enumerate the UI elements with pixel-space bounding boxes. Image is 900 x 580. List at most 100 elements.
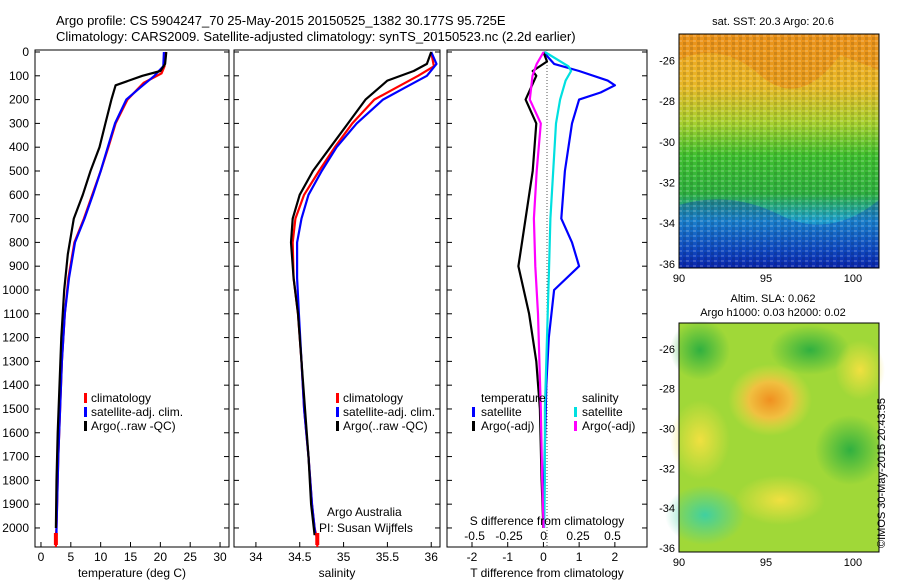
sla-map-title-2: Argo h1000: 0.03 h2000: 0.02 [700, 307, 846, 319]
legend-label-climatology: climatology [343, 391, 403, 405]
legend-swatch-climatology [84, 393, 87, 403]
x-tick-label: 1 [576, 550, 583, 564]
map-y-tick-label: -34 [659, 503, 675, 515]
series-line-argo-adj- [528, 51, 545, 529]
s-diff-tick-label: 0.5 [604, 529, 621, 543]
map-y-tick-label: -30 [659, 137, 675, 149]
legend-label-argo: Argo(..raw -QC) [343, 419, 428, 433]
sst-map-frame [678, 33, 880, 269]
s-diff-tick-label: 0.25 [566, 529, 590, 543]
map-x-tick-label: 95 [760, 273, 772, 285]
depth-tick-label: 1500 [2, 402, 29, 416]
x-tick-label: 2 [612, 550, 619, 564]
salinity-legend: climatology satellite-adj. clim. Argo(..… [319, 391, 435, 535]
sst-map [678, 33, 880, 269]
legend-label-argo: Argo(..raw -QC) [91, 419, 176, 433]
series-line-satellite-adj-clim- [55, 51, 165, 536]
x-tick-label: 30 [213, 550, 227, 564]
x-tick-label: 15 [124, 550, 138, 564]
x-tick-label: 34.5 [288, 550, 312, 564]
map-y-tick-label: -32 [659, 178, 675, 190]
temperature-legend: climatology satellite-adj. clim. Argo(..… [84, 391, 183, 433]
legend-swatch-t-satellite [472, 407, 475, 417]
climatology-title: Climatology: CARS2009. Satellite-adjuste… [56, 29, 576, 44]
map-y-tick-label: -26 [659, 344, 675, 356]
difference-legend: temperature salinity satellite Argo(-adj… [472, 391, 635, 433]
difference-curves [517, 51, 616, 529]
sla-high-patch [735, 475, 825, 525]
x-tick-label: 0 [540, 550, 547, 564]
x-tick-label: 10 [94, 550, 108, 564]
s-diff-tick-label: 0 [540, 529, 547, 543]
credit-line-1: Argo Australia [327, 505, 402, 519]
legend-swatch-satellite [336, 407, 339, 417]
sla-low-patch [670, 320, 730, 380]
depth-tick-label: 1300 [2, 354, 29, 368]
legend-label-s-argo: Argo(-adj) [582, 419, 635, 433]
sla-map-frame [678, 322, 880, 553]
map-y-tick-label: -30 [659, 424, 675, 436]
series-line-satellite [543, 51, 573, 529]
s-diff-tick-label: -0.25 [495, 529, 523, 543]
depth-tick-label: 1400 [2, 378, 29, 392]
sla-peak-patch [728, 364, 812, 436]
depth-tick-label: 1000 [2, 283, 29, 297]
sla-map-title-1: Altim. SLA: 0.062 [731, 293, 816, 305]
bottom-marker [53, 533, 58, 545]
x-tick-label: -1 [502, 550, 513, 564]
bottom-marker [315, 533, 320, 545]
depth-tick-label: 900 [9, 259, 29, 273]
depth-tick-label: 200 [9, 93, 29, 107]
map-y-tick-label: -28 [659, 384, 675, 396]
sla-low-patch [770, 325, 850, 375]
depth-tick-label: 500 [9, 164, 29, 178]
depth-tick-label: 100 [9, 69, 29, 83]
x-tick-label: 35.5 [376, 550, 400, 564]
depth-tick-label: 700 [9, 212, 29, 226]
map-x-tick-label: 90 [673, 273, 685, 285]
legend-label-satellite: satellite-adj. clim. [343, 405, 435, 419]
sla-low-patch [815, 415, 885, 485]
x-tick-label: 25 [184, 550, 198, 564]
sla-high-patch [670, 400, 730, 480]
depth-tick-label: 1700 [2, 450, 29, 464]
legend-header-temperature: temperature [481, 391, 546, 405]
sst-map-title: sat. SST: 20.3 Argo: 20.6 [712, 16, 834, 28]
legend-swatch-s-satellite [574, 407, 577, 417]
legend-label-satellite: satellite-adj. clim. [91, 405, 183, 419]
legend-label-climatology: climatology [91, 391, 151, 405]
depth-tick-label: 800 [9, 235, 29, 249]
depth-tick-label: 1900 [2, 497, 29, 511]
legend-swatch-argo [84, 421, 87, 431]
temperature-curves [53, 51, 168, 547]
map-x-tick-label: 100 [844, 273, 862, 285]
x-tick-label: 34 [249, 550, 263, 564]
depth-tick-label: 400 [9, 140, 29, 154]
legend-label-t-satellite: satellite [481, 405, 522, 419]
x-axes: 0 5 10 15 20 25 30 34 34.5 35 35.5 36 -2 -1 0 1 2 -0.5 -0.… [38, 529, 622, 564]
legend-header-salinity: salinity [582, 391, 619, 405]
map-y-tick-label: -28 [659, 96, 675, 108]
series-line-argo-raw-qc- [54, 51, 168, 529]
sla-map-axes: 90 95 100 -26 -28 -30 -32 -34 -36 [659, 344, 862, 569]
timestamp-stamp: ©IMOS 30-May-2015 20:43:55 [876, 398, 888, 548]
s-diff-tick-label: -0.5 [464, 529, 485, 543]
map-y-tick-label: -36 [659, 543, 675, 555]
salinity-panel [233, 49, 441, 548]
sla-high-patch [835, 340, 885, 400]
depth-tick-label: 1100 [3, 307, 29, 321]
sla-map [665, 320, 885, 553]
map-x-tick-label: 95 [760, 557, 772, 569]
legend-label-t-argo: Argo(-adj) [481, 419, 534, 433]
salinity-xlabel: salinity [319, 566, 356, 580]
sla-low-patch [665, 485, 745, 545]
difference-panel [446, 49, 648, 548]
x-tick-label: 5 [67, 550, 74, 564]
depth-tick-label: 1200 [2, 331, 29, 345]
legend-swatch-t-argo [472, 421, 475, 431]
map-x-tick-label: 100 [844, 557, 862, 569]
s-difference-xlabel: S difference from climatology [470, 514, 625, 528]
salinity-curves [289, 51, 438, 547]
legend-swatch-s-argo [574, 421, 577, 431]
